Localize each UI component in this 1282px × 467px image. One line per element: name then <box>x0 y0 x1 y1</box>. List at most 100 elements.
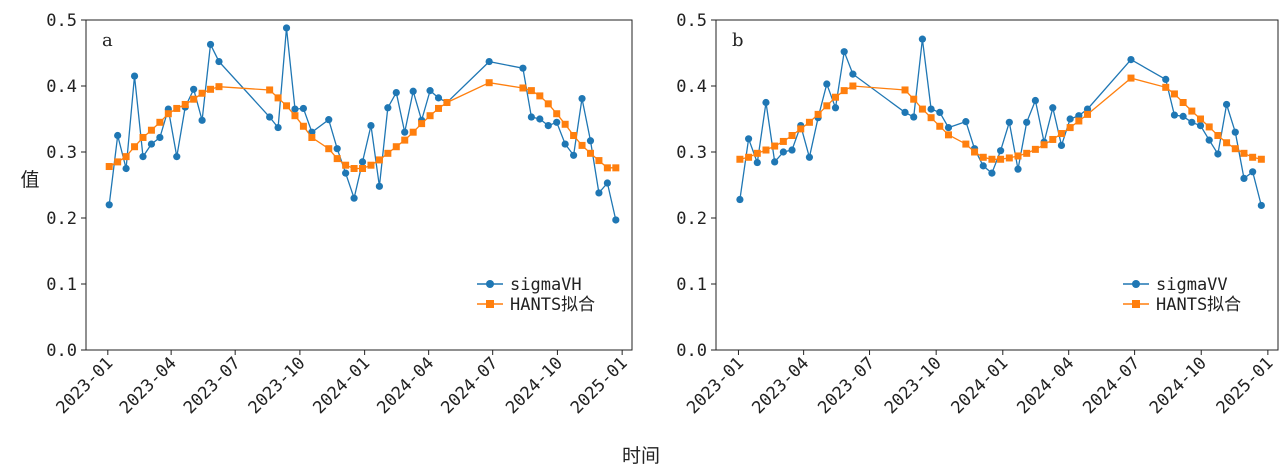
data-point <box>1127 74 1135 82</box>
data-point <box>753 158 761 167</box>
data-point <box>788 132 796 139</box>
data-point <box>1049 104 1057 112</box>
y-tick-label: 0.0 <box>46 341 77 361</box>
y-axis-title: 值 <box>20 169 39 191</box>
legend-label: HANTS拟合 <box>510 295 595 315</box>
series-HANTS拟合 <box>736 74 1265 163</box>
x-tick-label: 2023-07 <box>814 353 879 418</box>
data-point <box>745 153 753 161</box>
data-point <box>207 85 215 93</box>
data-point <box>918 105 926 113</box>
data-point <box>586 137 595 145</box>
data-point <box>1214 150 1222 158</box>
data-point <box>1188 118 1196 126</box>
legend-swatch-marker <box>486 280 494 288</box>
data-point <box>122 153 130 161</box>
data-point <box>291 112 299 120</box>
data-point <box>1257 201 1265 210</box>
x-tick-label: 2024-04 <box>1013 353 1078 418</box>
data-point <box>578 141 586 149</box>
data-point <box>979 153 987 161</box>
data-point <box>944 123 953 132</box>
x-tick-label: 2024-07 <box>1079 353 1144 418</box>
x-tick-label: 2023-07 <box>180 353 245 418</box>
data-point <box>325 116 333 124</box>
series-sigmaVV <box>736 35 1265 210</box>
data-point <box>122 164 130 173</box>
data-point <box>198 116 206 124</box>
data-point <box>1240 174 1248 182</box>
x-tick-label: 2024-01 <box>309 353 374 418</box>
data-point <box>544 100 552 108</box>
x-tick-label: 2025-01 <box>1213 353 1278 418</box>
data-point <box>918 35 927 43</box>
data-point <box>736 195 744 204</box>
data-point <box>418 120 426 128</box>
data-point <box>536 92 544 100</box>
data-point <box>527 113 535 121</box>
data-point <box>603 164 611 172</box>
data-point <box>1049 135 1057 143</box>
data-point <box>156 133 164 142</box>
data-point <box>392 89 400 97</box>
data-point <box>139 133 147 141</box>
data-point <box>190 85 198 93</box>
data-point <box>1179 112 1187 120</box>
data-point <box>814 110 822 118</box>
x-tick-label: 2024-10 <box>1146 353 1211 418</box>
legend-label: sigmaVV <box>1156 275 1228 295</box>
data-point <box>1196 122 1205 130</box>
data-point <box>901 86 909 94</box>
data-point <box>1249 168 1257 176</box>
y-tick-label: 0.5 <box>46 11 77 31</box>
data-point <box>570 151 578 159</box>
data-point <box>1014 165 1022 173</box>
data-point <box>266 113 274 121</box>
data-point <box>997 147 1005 155</box>
data-point <box>131 143 139 151</box>
data-point <box>401 128 409 136</box>
data-point <box>1257 155 1265 163</box>
data-point <box>519 64 527 72</box>
data-point <box>612 216 620 224</box>
data-point <box>1170 90 1178 98</box>
data-point <box>1084 110 1092 118</box>
data-point <box>1205 136 1213 144</box>
y-tick-label: 0.0 <box>676 341 707 361</box>
data-point <box>1222 100 1231 109</box>
y-tick-label: 0.1 <box>676 275 707 295</box>
data-point <box>409 128 417 136</box>
data-point <box>1170 111 1179 119</box>
data-point <box>988 169 996 177</box>
data-point <box>164 110 172 118</box>
data-point <box>823 80 831 88</box>
data-point <box>1005 154 1013 162</box>
data-point <box>744 135 753 143</box>
y-tick-label: 0.3 <box>46 143 77 163</box>
data-point <box>561 120 569 128</box>
data-point <box>962 140 970 148</box>
data-point <box>1188 107 1196 115</box>
data-point <box>779 137 787 145</box>
data-point <box>997 155 1005 163</box>
data-point <box>215 83 223 91</box>
data-point <box>156 118 164 126</box>
data-point <box>1031 96 1039 105</box>
data-point <box>1240 149 1248 157</box>
data-point <box>114 158 122 166</box>
data-point <box>753 149 761 157</box>
data-point <box>1162 75 1170 83</box>
legend-label: sigmaVH <box>510 275 582 295</box>
data-point <box>849 82 857 90</box>
data-point <box>831 104 840 112</box>
data-point <box>485 79 493 87</box>
y-tick-label: 0.2 <box>46 209 77 229</box>
data-point <box>1162 83 1170 91</box>
data-point <box>962 118 970 126</box>
data-point <box>1023 149 1031 157</box>
y-tick-label: 0.2 <box>676 209 707 229</box>
x-tick-label: 2024-01 <box>948 353 1013 418</box>
data-point <box>979 162 987 170</box>
